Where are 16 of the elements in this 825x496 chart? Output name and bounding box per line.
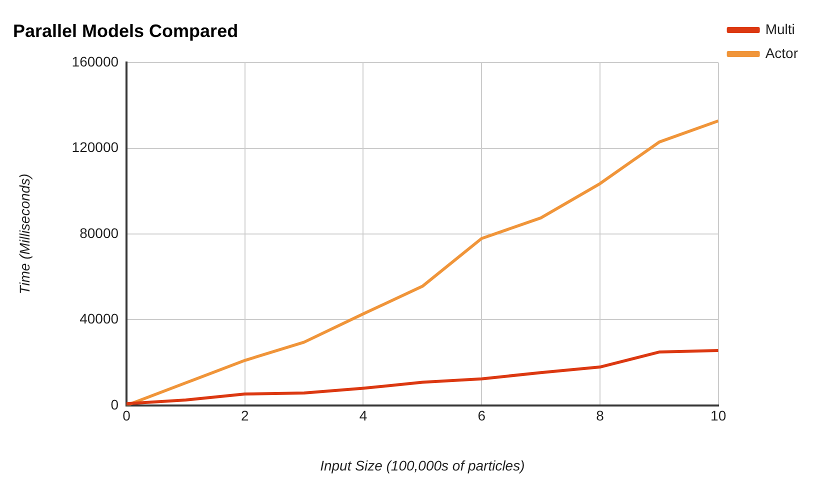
x-tick-label: 6 — [478, 408, 486, 424]
x-tick-label: 8 — [596, 408, 604, 424]
x-tick-label: 0 — [122, 408, 131, 424]
legend-label: Actor — [765, 44, 798, 61]
y-tick-label: 0 — [110, 396, 119, 412]
chart-title: Parallel Models Compared — [13, 20, 238, 41]
y-tick-label: 40000 — [80, 310, 119, 327]
y-tick-label: 160000 — [72, 53, 119, 70]
legend-label: Multi — [765, 20, 795, 37]
x-tick-label: 4 — [359, 408, 368, 424]
y-tick-label: 120000 — [72, 139, 119, 156]
y-axis-title: Time (Milliseconds) — [16, 174, 32, 294]
x-tick-label: 10 — [710, 408, 726, 424]
y-tick-label: 80000 — [80, 224, 119, 241]
x-axis-title: Input Size (100,000s of particles) — [320, 457, 525, 474]
x-tick-label: 2 — [240, 408, 249, 424]
